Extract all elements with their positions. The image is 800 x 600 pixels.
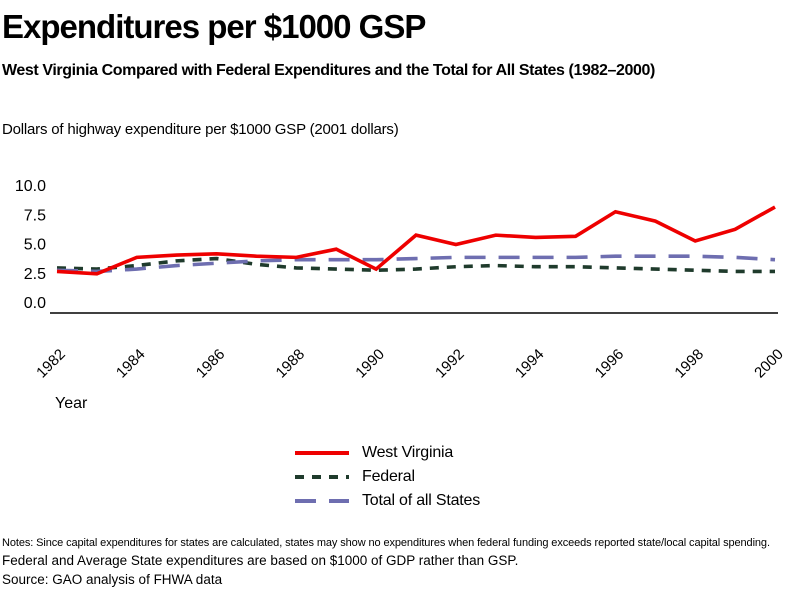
svg-text:1996: 1996 bbox=[592, 346, 628, 382]
chart-subtitle: West Virginia Compared with Federal Expe… bbox=[2, 62, 655, 79]
legend-label: Federal bbox=[362, 468, 415, 485]
footnotes: Notes: Since capital expenditures for st… bbox=[2, 537, 798, 587]
legend-item-west-virginia: West Virginia bbox=[295, 441, 480, 465]
legend: West Virginia Federal Total of all State… bbox=[295, 441, 480, 513]
svg-text:7.5: 7.5 bbox=[24, 207, 46, 224]
legend-item-federal: Federal bbox=[295, 465, 480, 489]
svg-text:1990: 1990 bbox=[352, 346, 388, 382]
svg-text:0.0: 0.0 bbox=[24, 295, 46, 312]
svg-text:1988: 1988 bbox=[273, 346, 309, 382]
svg-text:10.0: 10.0 bbox=[15, 178, 46, 195]
legend-label: Total of all States bbox=[362, 492, 481, 509]
svg-text:1994: 1994 bbox=[512, 346, 548, 382]
legend-swatch-west-virginia bbox=[295, 451, 349, 455]
svg-text:5.0: 5.0 bbox=[24, 237, 46, 254]
svg-text:1992: 1992 bbox=[432, 346, 468, 382]
svg-text:2000: 2000 bbox=[751, 346, 787, 382]
note-line-2: Federal and Average State expenditures a… bbox=[2, 553, 519, 568]
svg-text:1984: 1984 bbox=[113, 346, 149, 382]
svg-text:1986: 1986 bbox=[193, 346, 229, 382]
svg-text:1982: 1982 bbox=[33, 346, 69, 382]
note-line-1: Notes: Since capital expenditures for st… bbox=[2, 537, 770, 549]
source-line: Source: GAO analysis of FHWA data bbox=[2, 572, 223, 587]
legend-swatch-federal bbox=[295, 475, 349, 479]
line-chart: 0.0 2.5 5.0 7.5 10.0 1982 1984 1986 1988 1990 1992… bbox=[15, 178, 787, 382]
legend-label: West Virginia bbox=[362, 444, 454, 461]
legend-item-total-of-all-states: Total of all States bbox=[295, 489, 480, 513]
svg-text:2.5: 2.5 bbox=[24, 266, 46, 283]
y-axis-title: Dollars of highway expenditure per $1000… bbox=[2, 121, 399, 138]
legend-swatch-total-of-all-states bbox=[295, 499, 349, 503]
page-title: Expenditures per $1000 GSP bbox=[2, 8, 426, 45]
x-axis-title: Year bbox=[55, 395, 88, 412]
svg-text:1998: 1998 bbox=[671, 346, 707, 382]
